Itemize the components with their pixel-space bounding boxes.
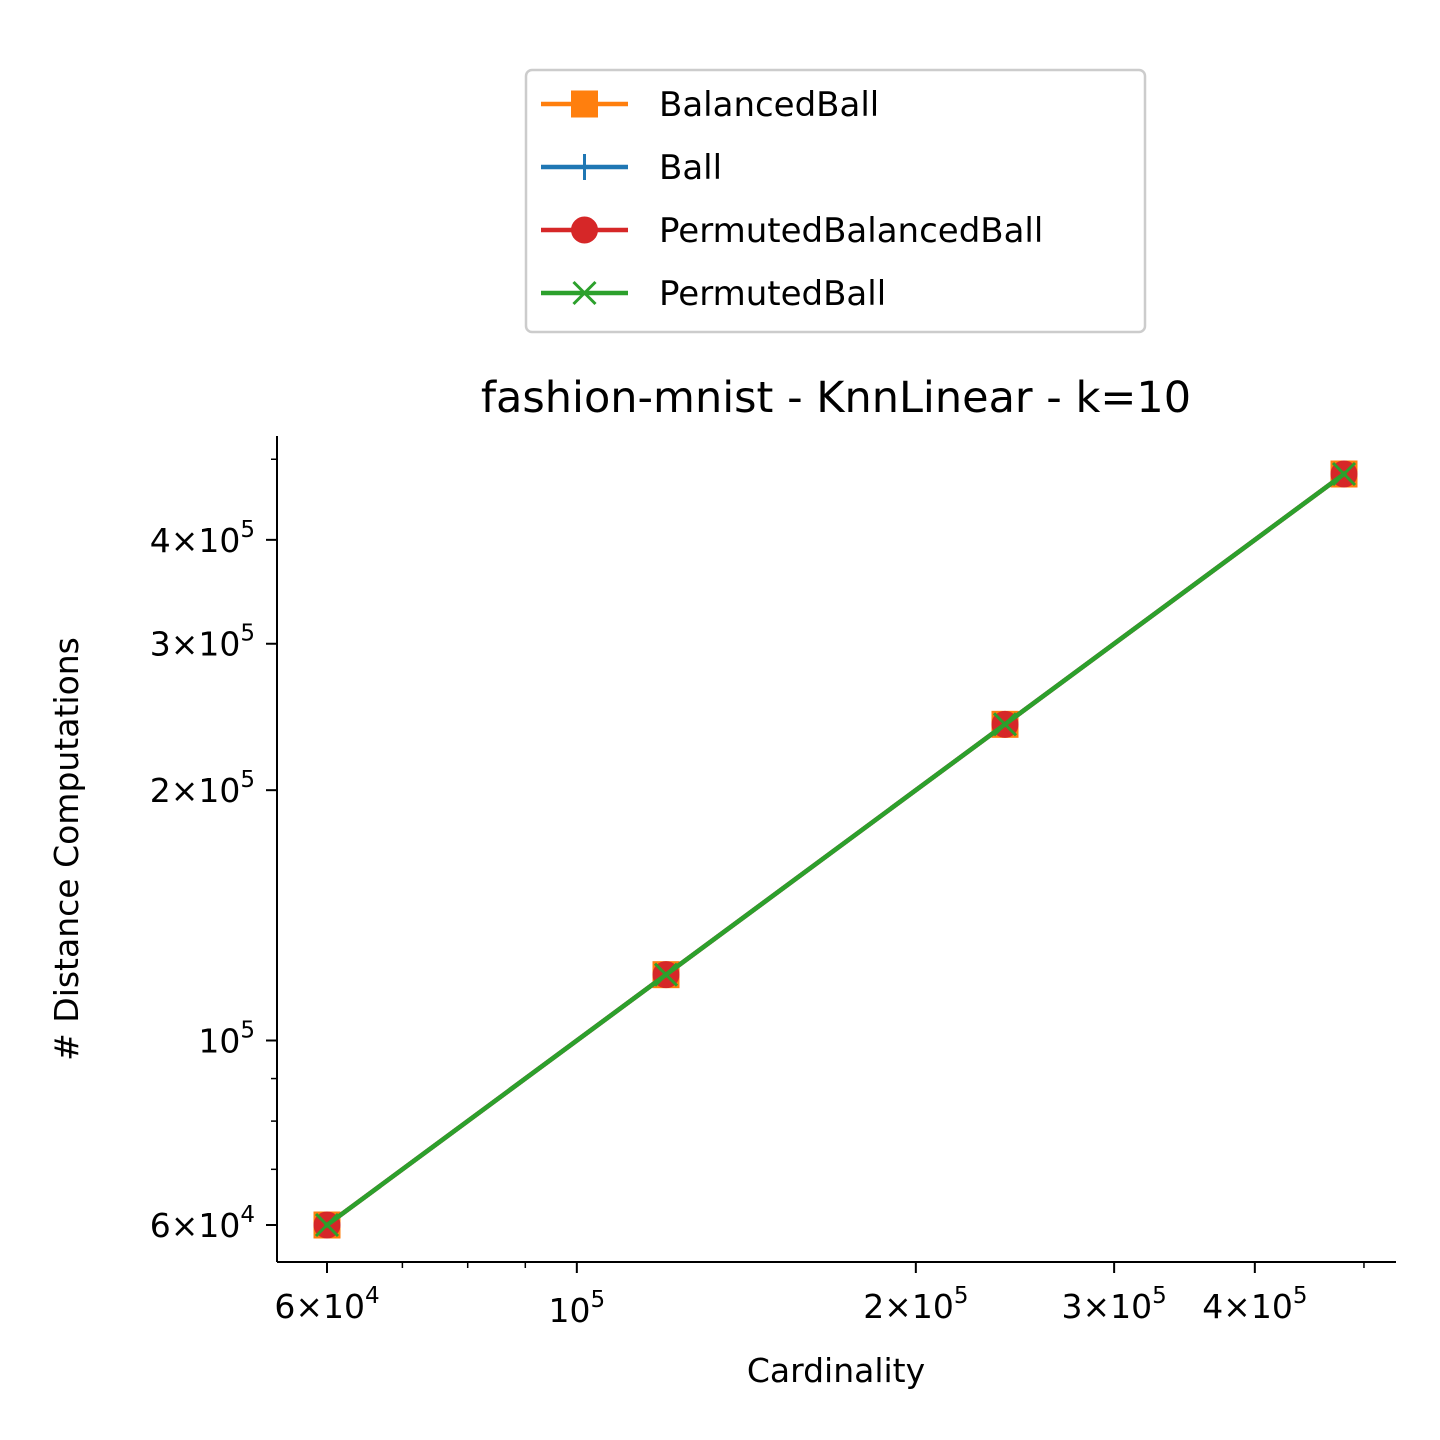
legend-entry-balancedball: BalancedBall (541, 85, 879, 125)
data-point-permutedball (314, 1212, 340, 1238)
series-permutedball (314, 461, 1357, 1238)
legend-label: BalancedBall (659, 85, 879, 125)
legend-label: PermutedBall (659, 274, 886, 314)
x-tick-label: 6×104 (274, 1283, 379, 1326)
data-point-permutedball (1331, 461, 1357, 487)
legend-entry-ball: Ball (541, 148, 722, 188)
axes (276, 436, 1396, 1263)
data-point-permutedball (992, 712, 1018, 737)
y-tick-label: 3×105 (150, 621, 255, 664)
legend-entry-permutedbalancedball: PermutedBalancedBall (541, 211, 1043, 251)
y-tick-label: 105 (198, 1018, 255, 1061)
y-tick-label: 2×105 (150, 767, 255, 810)
y-axis-ticks: 6×104 105 2×105 3×105 4×105 (150, 458, 277, 1245)
legend-entry-permutedball: PermutedBall (541, 274, 886, 314)
y-tick-label: 4×105 (150, 517, 255, 560)
legend-frame (524, 68, 1147, 334)
x-tick-label: 2×105 (863, 1283, 968, 1326)
x-tick-label: 4×105 (1202, 1283, 1307, 1326)
y-axis-label: # Distance Computations (47, 637, 86, 1061)
x-axis-ticks: 6×104 105 2×105 3×105 4×105 (274, 1262, 1365, 1330)
legend-marker (571, 216, 598, 244)
chart-title: fashion-mnist - KnnLinear - k=10 (481, 373, 1191, 423)
data-point-permutedball (653, 962, 679, 987)
series-line-permutedball (323, 470, 1348, 1229)
legend-marker (571, 154, 598, 180)
y-tick-label: 6×104 (150, 1202, 255, 1245)
legend-marker (572, 280, 597, 306)
x-tick-label: 105 (549, 1287, 606, 1330)
legend: BalancedBall Ball PermutedBalancedBall Perm… (524, 68, 1147, 334)
x-axis-label: Cardinality (747, 1351, 925, 1390)
legend-marker (571, 90, 598, 118)
x-tick-label: 3×105 (1061, 1283, 1166, 1326)
legend-label: Ball (659, 148, 722, 188)
plot-area (313, 460, 1358, 1239)
legend-label: PermutedBalancedBall (659, 211, 1043, 251)
